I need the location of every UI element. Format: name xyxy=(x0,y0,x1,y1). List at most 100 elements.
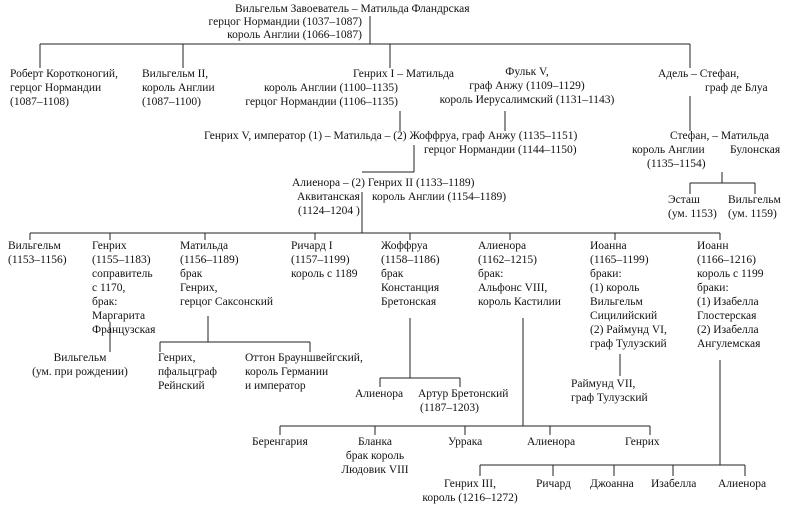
person-node: Изабелла xyxy=(651,478,696,490)
person-node: Джоанна xyxy=(590,478,634,490)
node-text: (1124–1204 ) xyxy=(298,205,360,217)
node-text: граф Тулузский xyxy=(590,338,667,350)
node-text: Алиенора xyxy=(527,436,575,448)
node-text: граф Анжу (1109–1129) xyxy=(469,80,585,92)
node-text: брак xyxy=(180,268,203,280)
node-text: (ум. 1159) xyxy=(728,208,777,220)
node-text: Бланка xyxy=(358,436,392,448)
node-text: соправитель xyxy=(92,268,153,280)
person-node: Алиенора xyxy=(355,388,403,400)
node-text: граф Тулузский xyxy=(571,392,648,404)
node-text: Адель – Стефан, xyxy=(658,68,739,80)
node-text: Сицилийский xyxy=(590,310,657,322)
node-text: Генрих xyxy=(625,436,660,448)
node-text: (ум. при рождении) xyxy=(32,366,128,378)
node-text: Генрих, xyxy=(158,352,196,364)
person-node: Вильгельм (ум. при рождении) xyxy=(32,352,128,378)
person-node: Вильгельм II, король Англии (1087–1100) xyxy=(142,68,215,108)
node-text: герцог Нормандии xyxy=(10,82,101,94)
node-text: пфальцграф xyxy=(158,366,218,378)
node-text: Вильгельм II, xyxy=(142,68,208,80)
node-text: (1) Изабелла xyxy=(697,296,759,308)
node-text: (2) Раймунд VI, xyxy=(590,324,667,336)
node-text: Вильгельм xyxy=(590,296,643,308)
node-text: (1135–1154) xyxy=(647,158,706,170)
node-text: (2) Изабелла xyxy=(697,324,759,336)
person-node: Генрих I – Матильда король Англии (1100–1… xyxy=(245,68,454,108)
node-text: король Кастилии xyxy=(478,296,561,308)
node-text: (1157–1199) xyxy=(291,254,350,266)
person-node: Артур Бретонский (1187–1203) xyxy=(418,388,508,414)
node-text: Ричард I xyxy=(291,240,333,252)
person-node: Алиенора xyxy=(527,436,575,448)
node-text: Иоанна xyxy=(590,240,627,252)
node-text: Джоанна xyxy=(590,478,634,490)
person-node: Эсташ (ум. 1153) xyxy=(668,194,717,220)
node-text: браки: xyxy=(697,282,729,294)
node-text: король Иерусалимский (1131–1143) xyxy=(440,94,615,106)
node-text: браки: xyxy=(590,268,622,280)
node-text: Артур Бретонский xyxy=(418,388,508,400)
person-node: Вильгельм Завоеватель – Матильда Фландрс… xyxy=(209,3,471,41)
person-node: Беренгария xyxy=(252,436,308,448)
node-text: Беренгария xyxy=(252,436,308,448)
node-text: король Англии (1066–1087) xyxy=(227,29,362,41)
node-text: Вильгельм Завоеватель – Матильда Фландрс… xyxy=(235,3,470,15)
node-text: король Германии xyxy=(245,366,328,378)
node-text: Стефан, – Матильда xyxy=(670,130,769,142)
node-text: брак: xyxy=(478,268,504,280)
node-text: (1162–1215) xyxy=(478,254,537,266)
node-text: Генрих V, император (1) – Матильда – (2)… xyxy=(204,130,577,142)
person-node: Генрих (1155–1183) соправитель с 1170, брак:… xyxy=(92,240,156,336)
person-node: Иоанн (1166–1216) король с 1199 браки: (1) И… xyxy=(697,240,764,350)
node-text: (1187–1203) xyxy=(420,402,479,414)
node-text: Матильда xyxy=(180,240,228,252)
node-text: Жоффруа xyxy=(381,240,428,252)
node-text: Людовик VIII xyxy=(341,464,408,476)
person-node: Алиенора xyxy=(718,478,766,490)
node-text: (1156–1189) xyxy=(180,254,239,266)
node-text: Алиенора – (2) Генрих II (1133–1189) xyxy=(292,177,475,189)
person-node: Генрих V, император (1) – Матильда – (2)… xyxy=(204,130,577,156)
person-node: Ричард I (1157–1199) король с 1189 xyxy=(291,240,358,280)
person-node: Генрих, пфальцграф Рейнский xyxy=(158,352,218,392)
node-text: (1155–1183) xyxy=(92,254,151,266)
node-text: король Англии (1154–1189) xyxy=(372,191,506,203)
node-text: (1153–1156) xyxy=(8,254,67,266)
node-text: (1158–1186) xyxy=(381,254,440,266)
person-node: Раймунд VII, граф Тулузский xyxy=(571,378,648,404)
person-node: Генрих xyxy=(625,436,660,448)
node-text: Вильгельм xyxy=(728,194,781,206)
node-text: Аквитанская xyxy=(297,191,361,203)
node-text: герцог Нормандии (1106–1135) xyxy=(245,96,398,108)
node-text: граф де Блуа xyxy=(705,82,768,94)
node-text: герцог Саксонский xyxy=(180,296,273,308)
node-text: (1166–1216) xyxy=(697,254,756,266)
person-node: Фульк V, граф Анжу (1109–1129) король Иеру… xyxy=(440,66,615,106)
node-text: король с 1199 xyxy=(697,268,764,280)
node-text: Констанция xyxy=(381,282,440,294)
node-text: герцог Нормандии (1037–1087) xyxy=(209,16,363,28)
node-text: (ум. 1153) xyxy=(668,208,717,220)
node-text: Вильгельм xyxy=(54,352,107,364)
person-node: Генрих III, король (1216–1272) xyxy=(422,478,518,504)
node-text: (1165–1199) xyxy=(590,254,649,266)
node-text: Эсташ xyxy=(668,194,700,206)
node-text: Алиенора xyxy=(478,240,526,252)
person-node: Алиенора – (2) Генрих II (1133–1189) Акви… xyxy=(292,177,506,217)
person-node: Роберт Коротконогий, герцог Нормандии (108… xyxy=(10,68,118,108)
node-text: король Англии (1100–1135) xyxy=(264,82,398,94)
node-text: Фульк V, xyxy=(505,66,549,78)
node-text: Изабелла xyxy=(651,478,696,490)
node-text: (1) король xyxy=(590,282,639,294)
node-text: Глостерская xyxy=(697,310,757,322)
node-text: Раймунд VII, xyxy=(571,378,636,390)
connectors xyxy=(29,16,756,476)
person-node: Матильда (1156–1189) брак Генрих, герцог Сак… xyxy=(180,240,273,308)
person-node: Бланка брак король Людовик VIII xyxy=(341,436,408,476)
node-text: король (1216–1272) xyxy=(422,492,518,504)
node-text: Оттон Брауншвейгский, xyxy=(245,352,363,364)
node-text: Генрих, xyxy=(180,282,218,294)
node-text: Маргарита xyxy=(92,310,145,322)
